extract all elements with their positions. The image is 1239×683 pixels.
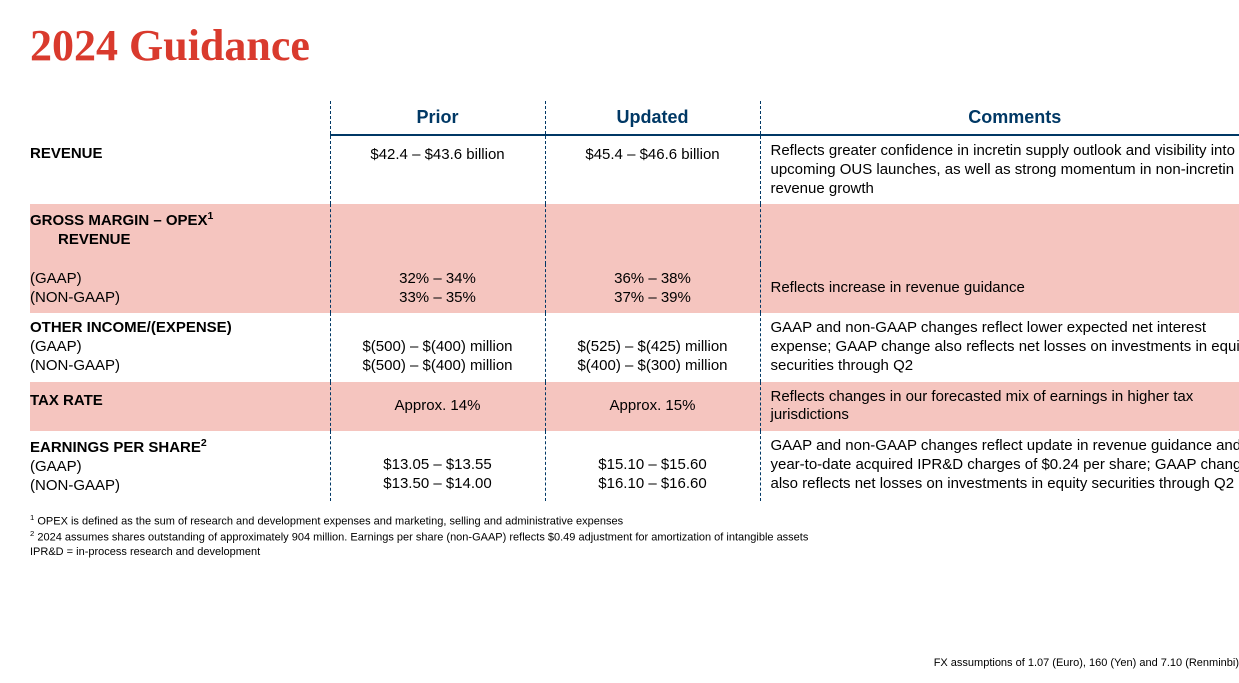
tax-rate-comments: Reflects changes in our forecasted mix o… <box>760 382 1239 432</box>
header-blank <box>30 101 330 135</box>
eps-gaap-label: (GAAP) <box>30 458 320 477</box>
gross-margin-comments: Reflects increase in revenue guidance <box>760 264 1239 314</box>
gross-margin-label-line1: GROSS MARGIN – OPEX1 <box>30 212 213 229</box>
eps-updated: $15.10 – $15.60 $16.10 – $16.60 <box>545 431 760 501</box>
guidance-table: Prior Updated Comments REVENUE $42.4 – $… <box>30 101 1239 501</box>
gross-margin-updated-nongaap: 37% – 39% <box>556 289 750 308</box>
other-income-nongaap-label: (NON-GAAP) <box>30 357 320 376</box>
footnotes: 1 OPEX is defined as the sum of research… <box>30 513 1239 559</box>
other-income-prior: $(500) – $(400) million $(500) – $(400) … <box>330 313 545 381</box>
gross-margin-prior-nongaap: 33% – 35% <box>341 289 535 308</box>
revenue-label: REVENUE <box>30 135 330 204</box>
gross-margin-gaap-label: (GAAP) <box>30 270 320 289</box>
other-income-updated-nongaap: $(400) – $(300) million <box>556 357 750 376</box>
eps-updated-nongaap: $16.10 – $16.60 <box>556 475 750 494</box>
row-revenue: REVENUE $42.4 – $43.6 billion $45.4 – $4… <box>30 135 1239 204</box>
row-tax-rate: TAX RATE Approx. 14% Approx. 15% Reflect… <box>30 382 1239 432</box>
footnote-2: 2 2024 assumes shares outstanding of app… <box>30 529 1239 545</box>
row-other-income: OTHER INCOME/(EXPENSE) (GAAP) (NON-GAAP)… <box>30 313 1239 381</box>
other-income-label-text: OTHER INCOME/(EXPENSE) <box>30 319 232 336</box>
eps-prior: $13.05 – $13.55 $13.50 – $14.00 <box>330 431 545 501</box>
eps-prior-nongaap: $13.50 – $14.00 <box>341 475 535 494</box>
other-income-updated: $(525) – $(425) million $(400) – $(300) … <box>545 313 760 381</box>
gross-margin-comments-blank <box>760 204 1239 264</box>
tax-rate-updated: Approx. 15% <box>545 382 760 432</box>
header-updated: Updated <box>545 101 760 135</box>
header-prior: Prior <box>330 101 545 135</box>
guidance-table-wrap: Prior Updated Comments REVENUE $42.4 – $… <box>30 101 1239 501</box>
tax-rate-prior: Approx. 14% <box>330 382 545 432</box>
tax-rate-label: TAX RATE <box>30 382 330 432</box>
other-income-prior-gaap: $(500) – $(400) million <box>341 338 535 357</box>
eps-nongaap-label: (NON-GAAP) <box>30 477 320 496</box>
other-income-comments: GAAP and non-GAAP changes reflect lower … <box>760 313 1239 381</box>
gross-margin-updated-blank <box>545 204 760 264</box>
other-income-prior-nongaap: $(500) – $(400) million <box>341 357 535 376</box>
row-eps: EARNINGS PER SHARE2 (GAAP) (NON-GAAP) $1… <box>30 431 1239 501</box>
gross-margin-nongaap-label: (NON-GAAP) <box>30 289 320 308</box>
other-income-gaap-label: (GAAP) <box>30 338 320 357</box>
eps-updated-gaap: $15.10 – $15.60 <box>556 456 750 475</box>
footnote-3: IPR&D = in-process research and developm… <box>30 545 1239 559</box>
gross-margin-sublabels: (GAAP) (NON-GAAP) <box>30 264 330 314</box>
gross-margin-updated-gaap: 36% – 38% <box>556 270 750 289</box>
gross-margin-prior-gaap: 32% – 34% <box>341 270 535 289</box>
revenue-prior: $42.4 – $43.6 billion <box>330 135 545 204</box>
gross-margin-label-line2: REVENUE <box>30 231 320 250</box>
header-row: Prior Updated Comments <box>30 101 1239 135</box>
revenue-comments: Reflects greater confidence in incretin … <box>760 135 1239 204</box>
footnote-1: 1 OPEX is defined as the sum of research… <box>30 513 1239 529</box>
other-income-label: OTHER INCOME/(EXPENSE) (GAAP) (NON-GAAP) <box>30 313 330 381</box>
revenue-updated: $45.4 – $46.6 billion <box>545 135 760 204</box>
eps-label-text: EARNINGS PER SHARE2 <box>30 439 207 456</box>
other-income-updated-gaap: $(525) – $(425) million <box>556 338 750 357</box>
gross-margin-label: GROSS MARGIN – OPEX1 REVENUE <box>30 204 330 264</box>
gross-margin-prior-blank <box>330 204 545 264</box>
header-comments: Comments <box>760 101 1239 135</box>
eps-comments: GAAP and non-GAAP changes reflect update… <box>760 431 1239 501</box>
eps-prior-gaap: $13.05 – $13.55 <box>341 456 535 475</box>
row-gross-margin-header: GROSS MARGIN – OPEX1 REVENUE <box>30 204 1239 264</box>
row-gross-margin-values: (GAAP) (NON-GAAP) 32% – 34% 33% – 35% 36… <box>30 264 1239 314</box>
gross-margin-updated: 36% – 38% 37% – 39% <box>545 264 760 314</box>
eps-label: EARNINGS PER SHARE2 (GAAP) (NON-GAAP) <box>30 431 330 501</box>
page-title: 2024 Guidance <box>30 20 1239 71</box>
gross-margin-prior: 32% – 34% 33% – 35% <box>330 264 545 314</box>
fx-assumptions: FX assumptions of 1.07 (Euro), 160 (Yen)… <box>934 657 1239 669</box>
